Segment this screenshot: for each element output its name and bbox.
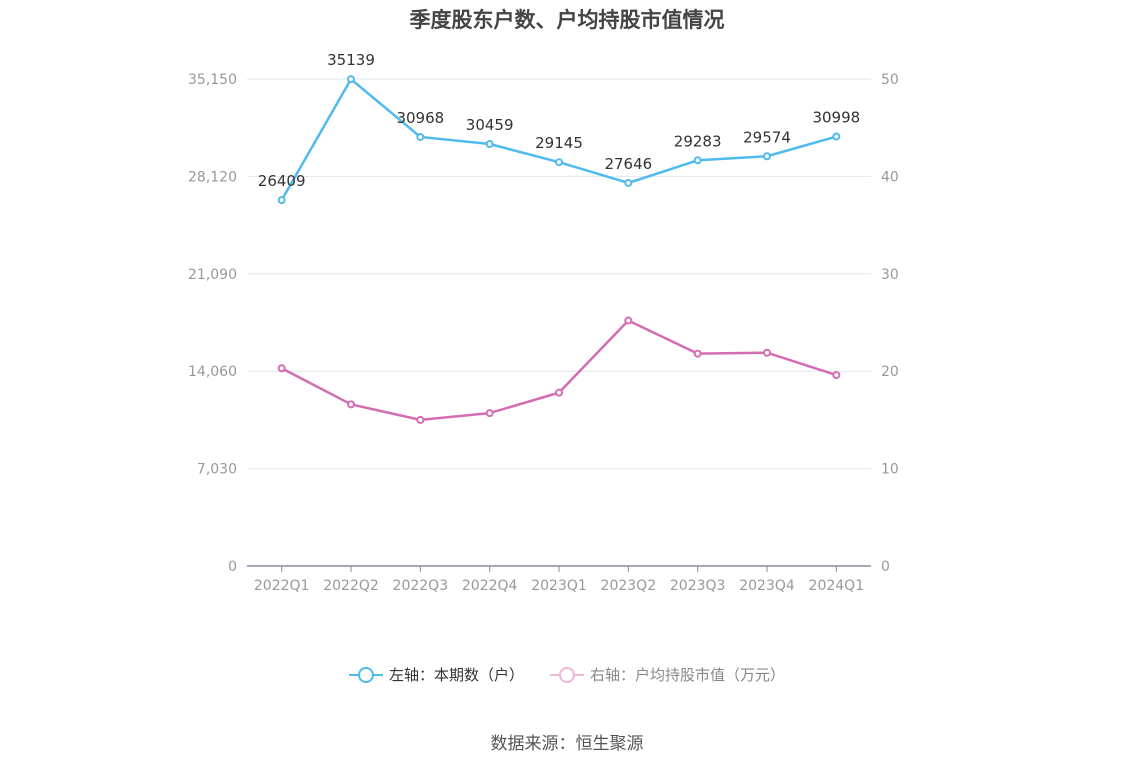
legend-item-right-series[interactable]: 右轴：户均持股市值（万元） — [550, 664, 785, 685]
right-axis-tick-label: 50 — [881, 72, 899, 88]
right-axis-tick-label: 10 — [881, 462, 899, 478]
series-1-point — [624, 316, 633, 325]
x-axis-tick-label: 2023Q4 — [739, 578, 795, 594]
series-0-point — [555, 158, 563, 167]
series-layer — [277, 75, 841, 424]
data-label: 29283 — [674, 132, 722, 150]
legend-label-left-series: 左轴：本期数（户） — [388, 666, 524, 684]
x-axis-tick-label: 2022Q4 — [462, 578, 518, 594]
series-line-1 — [281, 319, 837, 422]
series-1-point — [555, 388, 563, 397]
x-axis-tick-label: 2022Q1 — [254, 578, 310, 594]
data-label: 30998 — [812, 109, 860, 127]
x-axis-tick-label: 2023Q3 — [670, 578, 726, 594]
series-0-point — [347, 75, 355, 84]
series-0-point — [624, 178, 633, 187]
left-axis-ticks: 0 7,030 14,060 21,090 28,120 35,150 — [188, 72, 237, 575]
series-1-point — [277, 364, 286, 373]
data-label: 29145 — [535, 134, 583, 152]
x-axis-tick-label: 2023Q1 — [531, 578, 587, 594]
left-axis-tick-label: 21,090 — [188, 267, 237, 283]
right-axis-tick-label: 30 — [881, 267, 899, 283]
data-label: 35139 — [327, 51, 375, 69]
left-axis-tick-label: 7,030 — [197, 462, 237, 478]
series-1-point — [347, 400, 355, 409]
series-0-point — [763, 152, 771, 161]
data-label: 26409 — [258, 172, 306, 190]
legend-label-right-series: 右轴：户均持股市值（万元） — [590, 666, 786, 684]
right-axis-tick-label: 40 — [881, 169, 899, 185]
x-axis-tick-label: 2023Q2 — [601, 578, 657, 594]
series-0-point — [277, 196, 286, 205]
legend-item-left-series[interactable]: 左轴：本期数（户） — [348, 664, 524, 685]
left-axis-tick-label: 35,150 — [188, 72, 237, 88]
legend-line-circle-icon — [550, 665, 584, 685]
data-label: 29574 — [743, 128, 791, 146]
x-axis: 2022Q1 2022Q2 2022Q3 2022Q4 2023Q1 2023Q2 2023… — [247, 565, 871, 594]
right-axis-tick-label: 20 — [881, 364, 899, 380]
series-1-point — [485, 409, 494, 418]
left-axis-tick-label: 28,120 — [188, 169, 237, 185]
data-labels: 26409 35139 30968 30459 29145 27646 29283 29574… — [258, 51, 860, 190]
grid-lines — [247, 78, 871, 470]
legend-line-circle-icon — [348, 665, 383, 685]
x-axis-tick-label: 2022Q3 — [393, 578, 449, 594]
series-0-point — [832, 132, 841, 141]
series-0-point — [485, 139, 494, 148]
data-label: 27646 — [604, 155, 652, 173]
x-axis-tick-label: 2022Q2 — [323, 578, 379, 594]
x-axis-tick-label: 2024Q1 — [809, 578, 865, 594]
series-1-point — [832, 371, 841, 380]
left-axis-tick-label: 14,060 — [188, 364, 237, 380]
data-label: 30968 — [396, 109, 444, 127]
series-1-point — [763, 348, 771, 357]
right-axis-tick-label: 0 — [881, 559, 890, 575]
series-1-point — [416, 415, 425, 424]
legend: 左轴：本期数（户） 右轴：户均持股市值（万元） — [0, 664, 1134, 685]
right-axis-ticks: 0 10 20 30 40 50 — [881, 72, 899, 575]
series-0-point — [416, 132, 425, 141]
left-axis-tick-label: 0 — [228, 559, 237, 575]
data-source-note: 数据来源：恒生聚源 — [490, 734, 644, 754]
chart-title: 季度股东户数、户均持股市值情况 — [409, 8, 725, 32]
series-0-point — [693, 156, 702, 165]
data-label: 30459 — [466, 116, 514, 134]
series-1-point — [693, 349, 702, 358]
